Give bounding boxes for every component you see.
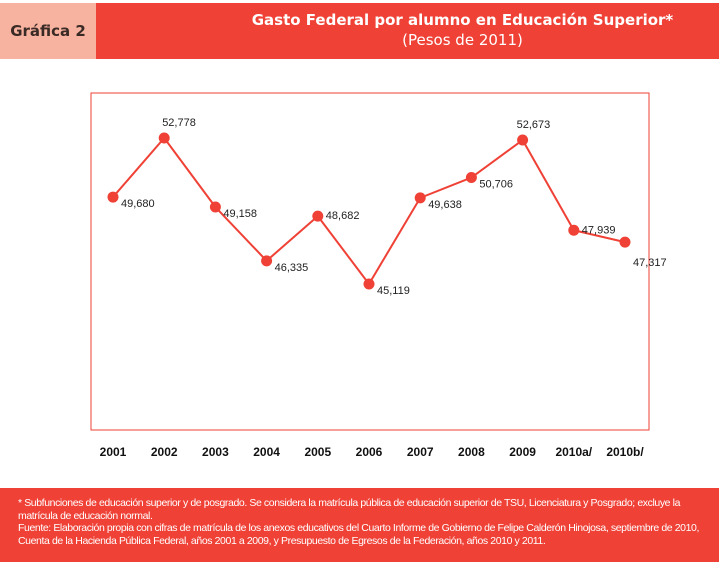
x-tick-label: 2006: [356, 445, 383, 459]
x-tick-label: 2005: [304, 445, 331, 459]
line-segment: [573, 229, 626, 244]
x-tick-label: 2002: [151, 445, 178, 459]
data-point: [568, 224, 580, 236]
data-label: 49,158: [223, 208, 257, 220]
footer-notes: * Subfunciones de educación superior y d…: [0, 488, 719, 562]
data-label: 45,119: [377, 285, 410, 297]
data-label: 47,939: [582, 224, 616, 236]
x-tick-label: 2007: [407, 445, 434, 459]
line-segment: [214, 206, 268, 262]
data-label: 52,673: [517, 119, 551, 131]
data-point: [158, 132, 170, 144]
data-label: 49,638: [428, 199, 462, 211]
data-point: [209, 201, 221, 213]
line-segment: [265, 215, 319, 262]
data-point: [414, 192, 426, 204]
line-segment: [163, 137, 217, 208]
x-tick-label: 2003: [202, 445, 229, 459]
data-label: 47,317: [633, 257, 667, 269]
chart-header: Gasto Federal por alumno en Educación Su…: [96, 3, 719, 59]
data-point: [107, 191, 119, 203]
data-point: [465, 172, 477, 184]
line-segment: [419, 176, 472, 199]
line-chart: 49,680 52,778 49,158 46,335 48,682 45,119 49,6…: [90, 92, 667, 459]
source-note: Fuente: Elaboración propia con cifras de…: [18, 522, 700, 547]
line-segment: [317, 215, 370, 285]
plot-frame: [90, 92, 650, 431]
data-point: [312, 210, 324, 222]
chart-number-label: Gráfica 2: [0, 3, 96, 59]
x-tick-label: 2004: [253, 445, 280, 459]
line-segment: [521, 139, 575, 231]
x-tick-label: 2010b/: [606, 445, 644, 459]
data-label: 46,335: [275, 262, 309, 274]
line-segment: [470, 139, 524, 179]
data-point: [517, 134, 529, 146]
x-tick-label: 2008: [458, 445, 485, 459]
data-point: [363, 278, 375, 290]
x-tick-label: 2009: [509, 445, 536, 459]
chart-title: Gasto Federal por alumno en Educación Su…: [251, 11, 674, 29]
x-tick-label: 2010a/: [555, 445, 592, 459]
data-label: 52,778: [162, 117, 196, 129]
line-segment: [368, 197, 422, 285]
chart-subtitle: (Pesos de 2011): [402, 31, 523, 49]
data-label: 50,706: [479, 179, 513, 191]
data-point: [261, 255, 273, 267]
footnote: * Subfunciones de educación superior y d…: [18, 497, 681, 522]
data-label: 49,680: [121, 198, 155, 210]
line-segment: [112, 137, 165, 198]
data-label: 48,682: [326, 210, 360, 222]
data-point: [619, 236, 631, 248]
x-tick-label: 2001: [100, 445, 127, 459]
